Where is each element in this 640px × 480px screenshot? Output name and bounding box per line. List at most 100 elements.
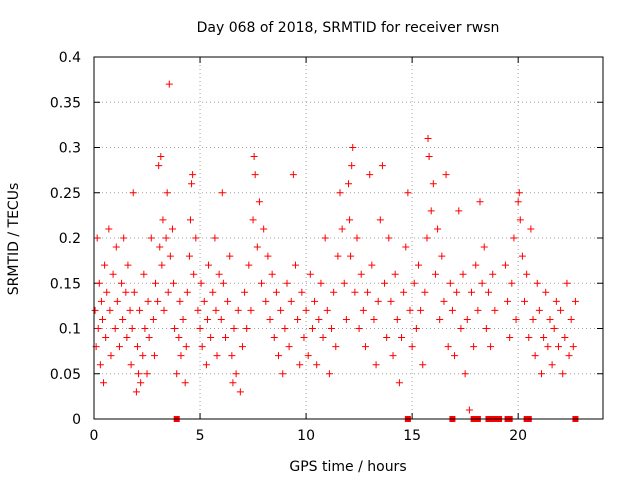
data-point (298, 288, 306, 296)
data-point (478, 279, 486, 287)
data-point (421, 288, 429, 296)
data-point (391, 270, 399, 278)
data-point (431, 270, 439, 278)
data-point (504, 297, 512, 305)
data-point (436, 315, 444, 323)
data-point (241, 288, 249, 296)
data-point (194, 306, 202, 314)
data-point (521, 297, 529, 305)
data-point (119, 315, 127, 323)
data-point (165, 80, 173, 88)
data-point (563, 279, 571, 287)
y-axis-label: SRMTID / TECUs (6, 183, 22, 296)
data-point (268, 270, 276, 278)
data-point (294, 315, 302, 323)
data-point (122, 288, 130, 296)
data-point (156, 243, 164, 251)
data-point (135, 370, 143, 378)
data-point (212, 306, 220, 314)
data-point (561, 334, 569, 342)
data-point (531, 352, 539, 360)
data-point (342, 315, 350, 323)
data-point (470, 343, 478, 351)
data-point (106, 306, 114, 314)
data-point (410, 279, 418, 287)
data-point (427, 207, 435, 215)
data-point (457, 325, 465, 332)
data-point (353, 234, 361, 242)
data-point (170, 279, 178, 287)
data-point (228, 352, 236, 360)
data-point (393, 315, 401, 323)
x-tick-label: 10 (297, 428, 315, 444)
data-point (535, 306, 543, 314)
data-point (370, 315, 378, 323)
data-point (444, 343, 452, 351)
data-point (484, 288, 492, 296)
data-point (224, 297, 232, 305)
data-point (128, 325, 136, 332)
data-point (183, 288, 191, 296)
data-point (461, 370, 469, 378)
data-point (175, 334, 183, 342)
data-point (196, 325, 204, 332)
data-point (512, 315, 520, 323)
data-point (554, 343, 562, 351)
data-point (211, 234, 219, 242)
data-point (296, 361, 304, 369)
data-point (162, 234, 170, 242)
data-point (525, 334, 533, 342)
data-point (129, 189, 137, 197)
data-point (346, 216, 354, 224)
data-point (455, 207, 463, 215)
data-points (91, 80, 579, 422)
data-point (272, 288, 280, 296)
data-point (218, 189, 226, 197)
data-point (468, 288, 476, 296)
data-point (173, 370, 181, 378)
data-point (176, 297, 184, 305)
data-point (275, 352, 283, 360)
data-point (179, 315, 187, 323)
data-point (107, 352, 115, 360)
data-point (283, 279, 291, 287)
data-point (118, 279, 126, 287)
x-tick-label: 5 (196, 428, 205, 444)
data-point (425, 153, 433, 161)
data-point (306, 270, 314, 278)
data-point (404, 189, 412, 197)
data-point (101, 261, 109, 269)
data-point (143, 370, 151, 378)
data-point (317, 279, 325, 287)
data-point (398, 334, 406, 342)
data-point (215, 270, 223, 278)
y-tick-label: 0.15 (50, 276, 81, 292)
data-point (289, 171, 297, 179)
data-point (364, 288, 372, 296)
data-point (147, 234, 155, 242)
data-point (115, 343, 123, 351)
data-point (168, 225, 176, 233)
data-point (229, 379, 237, 387)
data-point (158, 261, 166, 269)
data-point (361, 343, 369, 351)
data-point (501, 261, 509, 269)
data-point (217, 315, 225, 323)
data-point (336, 189, 344, 197)
data-point (136, 306, 144, 314)
data-point (247, 306, 255, 314)
y-tick-label: 0.1 (59, 322, 81, 338)
data-point (150, 352, 158, 360)
data-point (332, 343, 340, 351)
data-point (372, 361, 380, 369)
x-tick-label: 0 (90, 428, 99, 444)
y-tick-label: 0.2 (59, 231, 81, 247)
data-point (465, 406, 473, 414)
data-point (351, 288, 359, 296)
data-point (277, 306, 285, 314)
data-point (226, 252, 234, 260)
data-point (313, 361, 321, 369)
data-point (192, 234, 200, 242)
data-point (357, 270, 365, 278)
data-point (164, 288, 172, 296)
